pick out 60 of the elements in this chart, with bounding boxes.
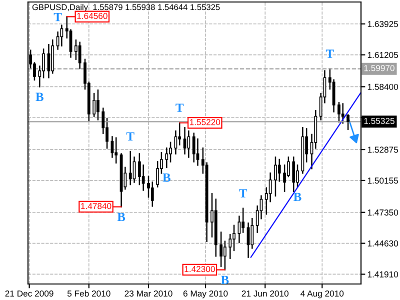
- candlestick: [178, 122, 182, 146]
- candlestick: [242, 208, 245, 233]
- candlestick: [96, 90, 100, 120]
- annotation: B: [162, 173, 170, 182]
- candlestick: [278, 158, 281, 182]
- candlestick: [147, 176, 150, 198]
- annotation: T: [54, 12, 62, 22]
- annotation: T: [126, 132, 134, 141]
- candlestick: [268, 172, 272, 202]
- candlestick: [165, 147, 168, 168]
- y-tick-label: 1.44630: [368, 240, 398, 246]
- candlestick: [238, 216, 241, 244]
- ref-line-label: 1.59970: [364, 65, 394, 72]
- y-tick-label: 1.58400: [368, 84, 398, 90]
- annotation: 1.47840: [81, 203, 112, 210]
- y-tick-label: 1.50155: [368, 178, 398, 184]
- x-tick-label: 21 Jun 2010: [242, 290, 288, 297]
- ref-line-label: 1.55325: [364, 118, 394, 124]
- y-tick-label: 1.41910: [368, 271, 398, 278]
- x-tick-label: 6 May 2010: [183, 290, 228, 298]
- candlestick: [346, 114, 350, 130]
- candlestick: [223, 240, 226, 270]
- candlestick: [74, 39, 78, 60]
- x-tick-label: 4 Aug 2010: [300, 290, 344, 298]
- candlestick: [150, 182, 154, 207]
- candlestick: [283, 164, 286, 192]
- candlestick: [296, 164, 299, 188]
- x-tick-label: 21 Dec 2009: [5, 290, 54, 297]
- candlestick: [78, 42, 82, 70]
- annotation: 1.42300: [184, 266, 215, 272]
- y-tick-label: 1.52875: [368, 146, 398, 153]
- y-tick-label: 1.61205: [368, 52, 398, 58]
- y-tick-label: 1.63925: [368, 20, 398, 28]
- annotation: T: [239, 189, 248, 198]
- candlestick: [274, 156, 277, 196]
- candlestick: [128, 150, 132, 186]
- candlestick: [292, 156, 296, 192]
- annotation: B: [117, 212, 126, 222]
- annotation: 1.64560: [77, 12, 108, 19]
- x-tick-label: 5 Feb 2010: [67, 290, 110, 297]
- annotation: T: [326, 50, 334, 58]
- x-tick-label: 23 Mar 2010: [124, 290, 172, 297]
- candlestick: [142, 164, 145, 191]
- candlestick: [192, 132, 196, 162]
- candlestick: [156, 161, 160, 188]
- candlestick: [338, 102, 340, 123]
- annotation: 1.55220: [190, 119, 220, 126]
- candlestick: [228, 234, 232, 260]
- candlestick: [187, 130, 190, 158]
- annotation: T: [176, 104, 184, 112]
- candlestick: [60, 24, 64, 46]
- annotation: B: [294, 192, 302, 202]
- annotation: B: [220, 276, 229, 284]
- candlestick: [114, 137, 118, 164]
- annotation: B: [36, 92, 44, 101]
- candlestick: [92, 92, 96, 117]
- y-tick-label: 1.47350: [368, 209, 398, 216]
- candlestick: [220, 232, 223, 267]
- candlestick: [341, 103, 344, 124]
- chart-title: GBPUSD,Daily 1.55879 1.55938 1.54644 1.55325: [32, 4, 220, 12]
